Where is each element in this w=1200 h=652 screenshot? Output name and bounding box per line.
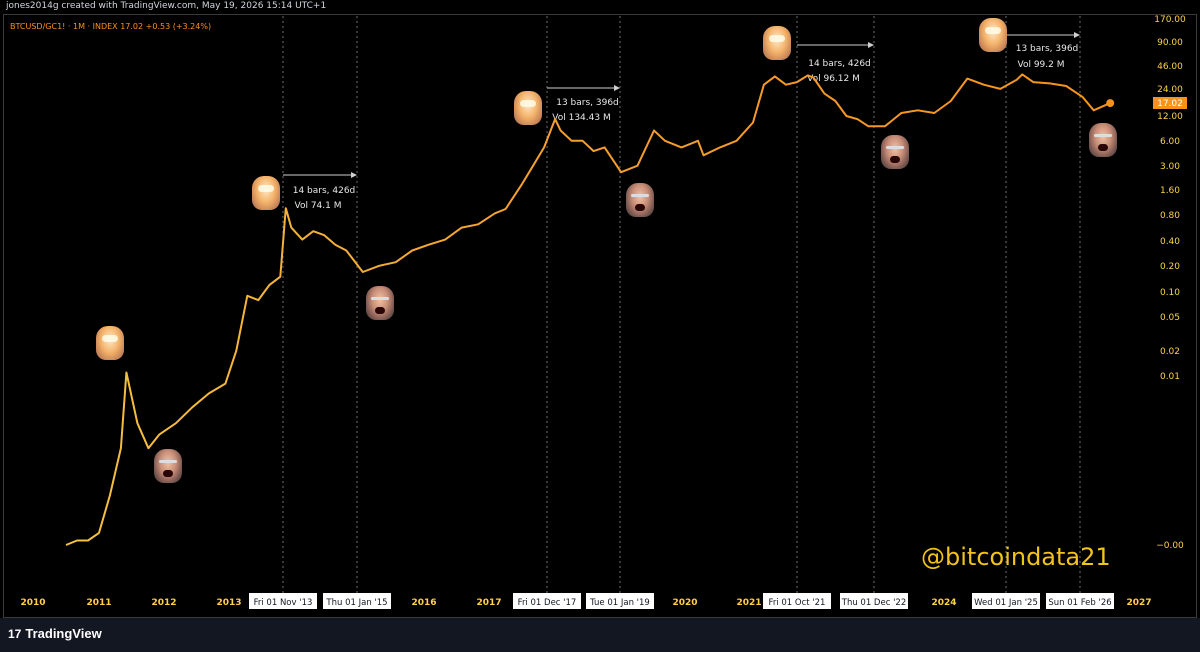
symbol-legend: BTCUSD/GC1! · 1M · INDEX 17.02 +0.53 (+3… [10,22,211,31]
price-tag [1153,97,1187,109]
annotation-volume: Vol 99.2 M [1018,60,1065,70]
date-marker-label: Thu 01 Jan '15 [325,598,387,608]
annotation-volume: Vol 134.43 M [552,113,610,123]
y-tick-label: 0.02 [1160,347,1180,357]
x-tick-label: 2027 [1126,598,1151,608]
date-marker-label: Fri 01 Nov '13 [254,598,313,608]
y-tick-label: −0.00 [1156,541,1184,551]
bottom-face-icon [154,449,182,483]
symbol-name: BTCUSD/GC1! · 1M · INDEX [10,22,118,31]
x-tick-label: 2011 [86,598,111,608]
price-chart[interactable]: 14 bars, 426d Vol 74.1 M 13 bars, 396d Vol … [0,0,1200,618]
date-marker-label: Wed 01 Jan '25 [974,598,1038,608]
date-marker-box [972,593,1040,609]
top-face-icon [96,326,124,360]
chart-frame [3,14,1197,618]
footer-bar: 17 TradingView [0,618,1200,652]
last-price-dot [1106,99,1115,108]
date-marker-box [840,593,908,609]
annotation-volume: Vol 74.1 M [295,201,342,211]
x-tick-label: 2013 [216,598,241,608]
last-value: 17.02 [120,22,144,31]
y-tick-label: 0.20 [1160,262,1180,272]
bottom-face-icon [366,286,394,320]
y-tick-label: 24.00 [1157,85,1183,95]
date-marker-box [513,593,581,609]
date-marker-label: Thu 01 Dec '22 [841,598,907,608]
y-tick-label: 170.00 [1154,15,1186,25]
date-marker-label: Tue 01 Jan '19 [589,598,650,608]
watermark: @bitcoindata21 [921,543,1111,571]
date-marker-box [249,593,317,609]
arrow-head-icon [1074,32,1080,38]
date-marker-box [763,593,831,609]
y-tick-label: 1.60 [1160,186,1180,196]
date-marker-label: Fri 01 Oct '21 [769,598,826,608]
x-tick-label: 2010 [20,598,45,608]
x-tick-label: 2021 [736,598,761,608]
annotation-bars: 13 bars, 396d [1016,44,1079,54]
bottom-face-icon [626,183,654,217]
price-series-line [65,73,1111,546]
y-tick-label: 0.01 [1160,372,1180,382]
date-marker-label: Sun 01 Feb '26 [1048,598,1111,608]
top-bar: jones2014g created with TradingView.com,… [0,0,1200,14]
annotation-bars: 14 bars, 426d [293,186,356,196]
date-marker-box [1046,593,1114,609]
annotation-bars: 13 bars, 396d [556,98,619,108]
x-tick-label: 2016 [411,598,436,608]
price-tag-label: 17.02 [1157,99,1183,109]
top-face-icon [763,26,791,60]
x-tick-label: 2024 [931,598,956,608]
y-tick-label: 46.00 [1157,62,1183,72]
y-tick-label: 90.00 [1157,38,1183,48]
arrow-head-icon [868,42,874,48]
date-marker-box [323,593,391,609]
date-marker-box [586,593,654,609]
change-value: +0.53 (+3.24%) [145,22,212,31]
arrow-head-icon [614,85,620,91]
y-tick-label: 0.10 [1160,288,1180,298]
annotation-bars: 14 bars, 426d [808,59,871,69]
tradingview-logo[interactable]: 17 TradingView [8,626,102,641]
date-marker-label: Fri 01 Dec '17 [518,598,577,608]
top-face-icon [979,18,1007,52]
x-tick-label: 2020 [672,598,697,608]
chart-credit: jones2014g created with TradingView.com,… [6,1,327,11]
y-tick-label: 0.05 [1160,313,1180,323]
x-tick-label: 2017 [476,598,501,608]
y-tick-label: 0.40 [1160,237,1180,247]
y-tick-label: 6.00 [1160,137,1180,147]
arrow-head-icon [351,172,357,178]
top-face-icon [514,91,542,125]
y-tick-label: 12.00 [1157,112,1183,122]
top-face-icon [252,176,280,210]
y-tick-label: 0.80 [1160,211,1180,221]
bottom-face-icon [881,135,909,169]
x-tick-label: 2012 [151,598,176,608]
brand-name: TradingView [25,626,102,641]
bottom-face-icon [1089,123,1117,157]
y-tick-label: 3.00 [1160,162,1180,172]
annotation-volume: Vol 96.12 M [807,74,860,84]
